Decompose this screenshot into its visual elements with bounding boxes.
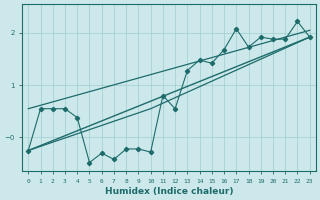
X-axis label: Humidex (Indice chaleur): Humidex (Indice chaleur) xyxy=(105,187,233,196)
